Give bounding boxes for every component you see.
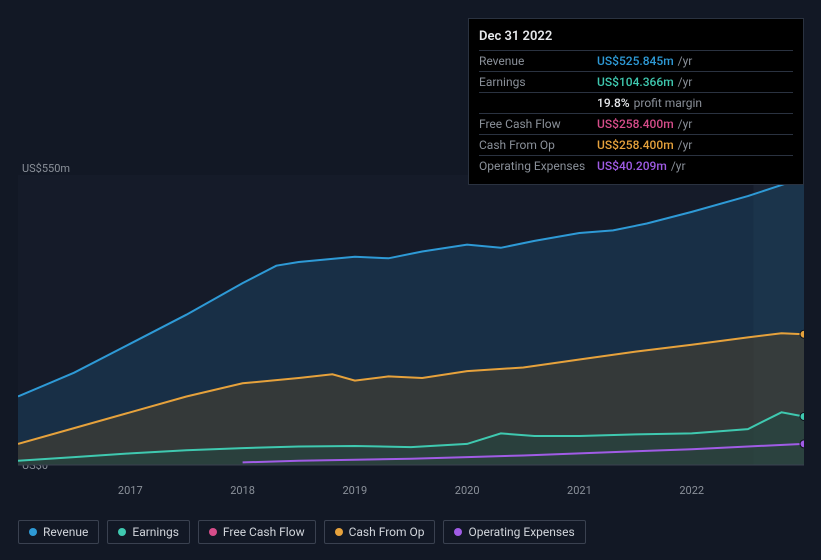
legend-dot-icon [118, 528, 126, 536]
legend-item-revenue[interactable]: Revenue [18, 520, 99, 544]
legend-item-free-cash-flow[interactable]: Free Cash Flow [198, 520, 316, 544]
tooltip-row-label: Operating Expenses [479, 159, 597, 173]
tooltip-row-unit: /yr [678, 75, 693, 89]
tooltip-row-value: US$104.366m [597, 75, 674, 89]
tooltip-row-unit: /yr [678, 117, 693, 131]
tooltip-row-value: US$258.400m [597, 138, 674, 152]
x-axis-label: 2017 [118, 484, 143, 497]
series-end-marker [800, 440, 804, 448]
legend-label: Free Cash Flow [223, 525, 305, 539]
area-chart[interactable] [18, 175, 804, 480]
tooltip-row-unit: /yr [678, 54, 693, 68]
x-axis-label: 2019 [342, 484, 367, 497]
tooltip-row-value: US$525.845m [597, 54, 674, 68]
tooltip-row: 19.8% profit margin [479, 92, 793, 113]
legend-label: Cash From Op [349, 525, 425, 539]
tooltip-row-label: Earnings [479, 75, 597, 89]
legend-item-cash-from-op[interactable]: Cash From Op [324, 520, 436, 544]
tooltip-row-value: US$258.400m [597, 117, 674, 131]
tooltip-row-label: Cash From Op [479, 138, 597, 152]
legend-label: Revenue [43, 525, 88, 539]
chart-container: Dec 31 2022 RevenueUS$525.845m/yrEarning… [0, 0, 821, 560]
legend-dot-icon [335, 528, 343, 536]
x-axis: 2017 2018 2019 2020 2021 2022 [18, 484, 804, 502]
x-axis-label: 2020 [455, 484, 480, 497]
tooltip-row-value: 19.8% [597, 96, 630, 110]
legend-label: Operating Expenses [468, 525, 574, 539]
tooltip-row-label [479, 96, 597, 110]
x-axis-label: 2021 [567, 484, 592, 497]
tooltip-row: EarningsUS$104.366m/yr [479, 71, 793, 92]
series-end-marker [800, 412, 804, 420]
tooltip-row-unit: /yr [678, 138, 693, 152]
legend-dot-icon [454, 528, 462, 536]
chart-legend: Revenue Earnings Free Cash Flow Cash From O… [18, 520, 586, 544]
tooltip-row-label: Free Cash Flow [479, 117, 597, 131]
legend-item-earnings[interactable]: Earnings [107, 520, 190, 544]
tooltip-date: Dec 31 2022 [479, 27, 793, 50]
series-end-marker [800, 330, 804, 338]
legend-label: Earnings [132, 525, 179, 539]
x-axis-label: 2018 [230, 484, 255, 497]
tooltip-row: Free Cash FlowUS$258.400m/yr [479, 113, 793, 134]
legend-dot-icon [209, 528, 217, 536]
legend-dot-icon [29, 528, 37, 536]
tooltip-row: RevenueUS$525.845m/yr [479, 50, 793, 71]
x-axis-label: 2022 [679, 484, 704, 497]
tooltip-row-value: US$40.209m [597, 159, 667, 173]
tooltip-row-unit: profit margin [634, 96, 702, 110]
hover-tooltip: Dec 31 2022 RevenueUS$525.845m/yrEarning… [468, 18, 804, 185]
tooltip-row: Operating ExpensesUS$40.209m/yr [479, 155, 793, 176]
tooltip-row-unit: /yr [671, 159, 686, 173]
legend-item-operating-expenses[interactable]: Operating Expenses [443, 520, 585, 544]
y-axis-max-label: US$550m [22, 162, 70, 175]
tooltip-row: Cash From OpUS$258.400m/yr [479, 134, 793, 155]
tooltip-row-label: Revenue [479, 54, 597, 68]
